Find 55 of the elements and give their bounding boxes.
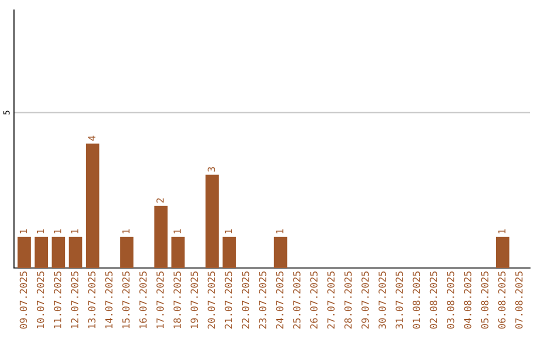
data-label: 1 — [224, 229, 232, 234]
bar — [171, 236, 185, 268]
bar — [206, 174, 219, 268]
x-tick-label: 12.07.2025 — [71, 272, 78, 328]
x-tick-label: 27.07.2025 — [327, 272, 335, 329]
bar — [222, 236, 236, 268]
x-tick-label: 31.07.2025 — [396, 272, 403, 329]
bar — [18, 236, 31, 268]
x-tick-label: 05.08.2025 — [481, 272, 488, 329]
x-tick-label: 13.07.2025 — [88, 272, 96, 328]
bar — [154, 206, 168, 268]
x-tick-label: 19.07.2025 — [190, 272, 198, 328]
data-label: 1 — [20, 229, 27, 234]
x-tick-label: 24.07.2025 — [276, 272, 284, 329]
x-tick-label: 17.07.2025 — [156, 272, 164, 328]
x-tick-label: 29.07.2025 — [361, 272, 369, 329]
x-tick-label: 22.07.2025 — [242, 272, 250, 329]
x-tick-label: 20.07.2025 — [208, 272, 216, 329]
bar — [52, 236, 66, 268]
data-label: 1 — [71, 229, 78, 234]
x-tick-label: 03.08.2025 — [446, 272, 454, 329]
x-tick-label: 11.07.2025 — [54, 272, 62, 328]
data-label: 1 — [54, 229, 62, 234]
data-label: 1 — [36, 229, 44, 234]
x-tick-label: 25.07.2025 — [293, 272, 300, 329]
data-label: 2 — [156, 198, 164, 203]
data-label: 1 — [174, 229, 181, 234]
x-tick-label: 28.07.2025 — [344, 272, 352, 329]
bar — [34, 236, 48, 268]
x-tick-label: 21.07.2025 — [224, 272, 232, 329]
x-tick-label: 16.07.2025 — [139, 272, 147, 328]
bar — [120, 236, 134, 268]
data-label: 1 — [276, 229, 284, 234]
x-tick-label: 18.07.2025 — [174, 272, 181, 328]
bar — [68, 236, 82, 268]
x-tick-label: 06.08.2025 — [498, 272, 506, 329]
data-label: 4 — [88, 136, 96, 141]
x-tick-label: 26.07.2025 — [310, 272, 318, 329]
x-tick-label: 02.08.2025 — [430, 272, 438, 329]
x-tick-label: 04.08.2025 — [464, 272, 472, 329]
x-tick-label: 14.07.2025 — [105, 272, 113, 328]
data-label: 1 — [498, 229, 506, 234]
x-tick-label: 07.08.2025 — [515, 272, 523, 329]
bar — [86, 144, 100, 268]
x-tick-label: 10.07.2025 — [36, 272, 44, 328]
x-tick-label: 23.07.2025 — [258, 272, 266, 329]
x-tick-label: 30.07.2025 — [378, 272, 386, 329]
bar — [274, 236, 288, 268]
data-label: 1 — [122, 229, 130, 234]
data-label: 3 — [208, 167, 216, 172]
bar — [496, 236, 510, 268]
x-tick-label: 09.07.2025 — [20, 272, 28, 329]
y-tick-label: 5 — [3, 110, 10, 115]
x-tick-label: 15.07.2025 — [122, 272, 130, 328]
x-tick-label: 01.08.2025 — [412, 272, 420, 329]
